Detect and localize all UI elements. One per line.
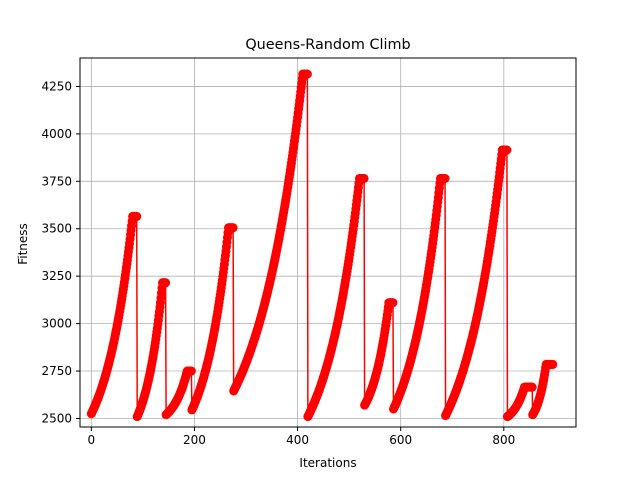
data-point: [548, 359, 558, 369]
series-fitness: [86, 69, 558, 422]
y-tick-label: 3750: [41, 174, 72, 188]
x-tick-label: 600: [389, 433, 412, 447]
y-tick-label: 3250: [41, 269, 72, 283]
data-point: [527, 382, 537, 392]
y-tick-label: 4000: [41, 127, 72, 141]
plot-frame: [79, 57, 577, 428]
data-point: [440, 173, 450, 183]
x-tick-label: 800: [492, 433, 515, 447]
chart-title: Queens-Random Climb: [245, 37, 410, 53]
y-tick-label: 4250: [41, 79, 72, 93]
y-tick-label: 3000: [41, 317, 72, 331]
data-point: [132, 211, 142, 221]
x-tick-label: 200: [183, 433, 206, 447]
data-point: [302, 69, 312, 79]
x-tick-label: 0: [88, 433, 96, 447]
data-point: [186, 366, 196, 376]
axes: 0 200 400 600 800 2500 2750 3000 3250 3500 3750 400…: [41, 57, 577, 447]
y-tick-label: 2500: [41, 411, 72, 425]
x-axis-label: Iterations: [299, 456, 356, 470]
y-tick-label: 2750: [41, 364, 72, 378]
series-line: [90, 73, 553, 419]
y-tick-label: 3500: [41, 222, 72, 236]
x-tick-label: 400: [286, 433, 309, 447]
data-point: [161, 278, 171, 288]
data-point: [388, 298, 398, 308]
y-axis-label: Fitness: [16, 223, 30, 265]
data-point: [359, 173, 369, 183]
data-point: [228, 223, 238, 233]
data-point: [502, 145, 512, 155]
